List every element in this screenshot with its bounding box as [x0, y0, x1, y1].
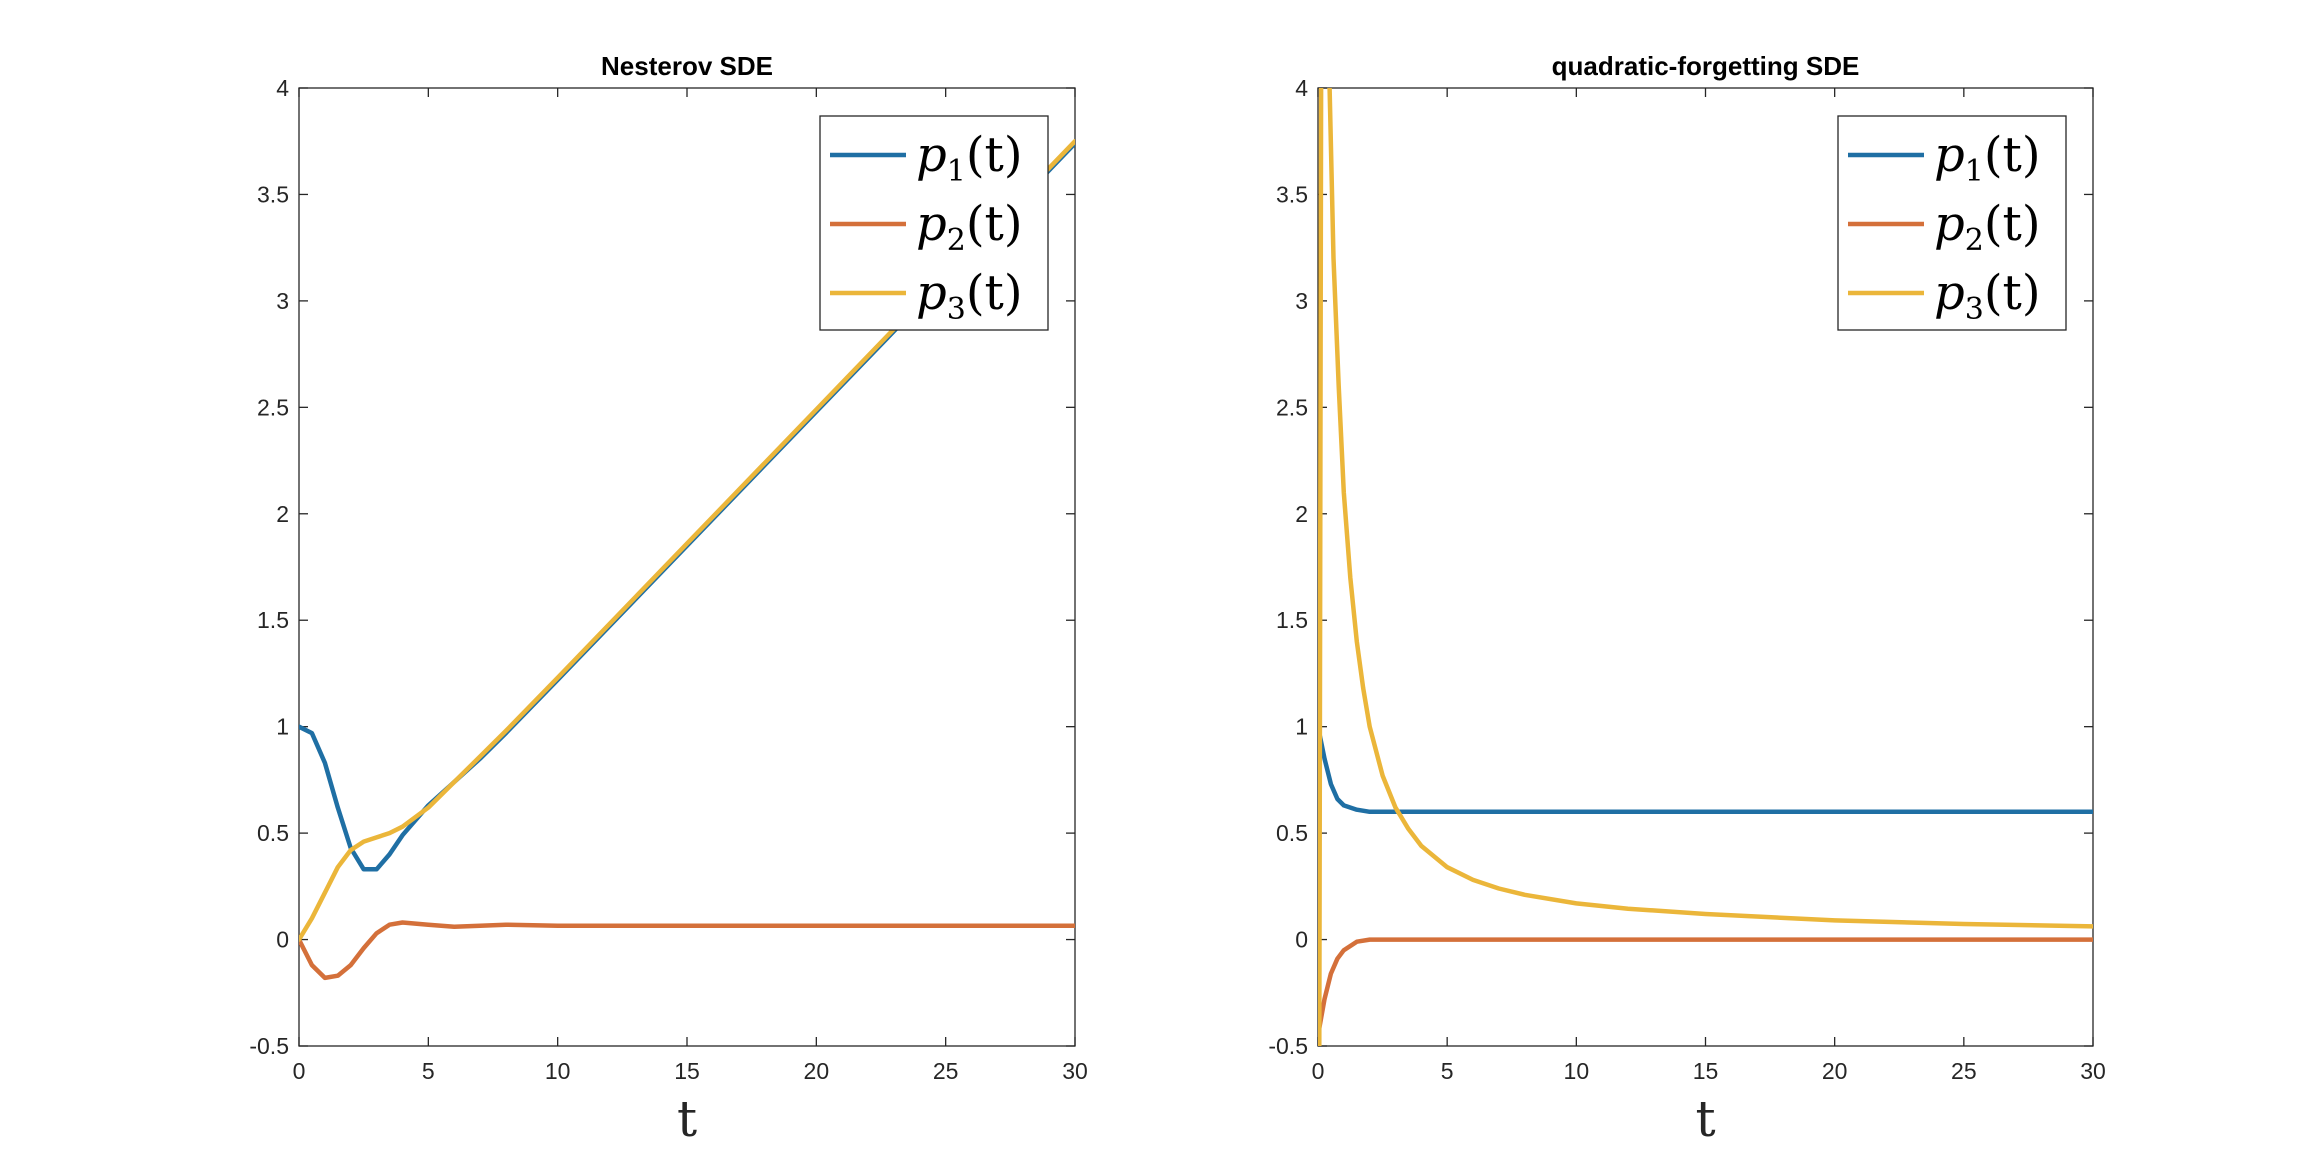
quadratic-legend-label-p1: p1(t)	[1934, 127, 2041, 189]
nesterov-y-tick-label: 2	[276, 501, 289, 527]
nesterov-chart-title: Nesterov SDE	[601, 51, 773, 81]
quadratic-series-line-p1	[1318, 724, 2093, 815]
quadratic-x-tick-label: 15	[1693, 1058, 1719, 1084]
quadratic-legend: p1(t) p2(t) p3(t)	[1837, 115, 2067, 331]
nesterov-y-tick-label: 0	[276, 927, 289, 953]
nesterov-y-tick-label: 1.5	[257, 607, 289, 633]
quadratic-legend-label-p3: p3(t)	[1934, 265, 2041, 327]
quadratic-series-line-p2	[1318, 937, 2093, 1038]
nesterov-legend-label-p1: p1(t)	[916, 127, 1023, 189]
nesterov-x-tick-label: 30	[1062, 1058, 1088, 1084]
quadratic-x-tick-label: 10	[1564, 1058, 1590, 1084]
quadratic-x-tick-label: 25	[1951, 1058, 1977, 1084]
quadratic-x-tick-label: 0	[1312, 1058, 1325, 1084]
nesterov-legend-label-p2: p2(t)	[916, 196, 1023, 258]
nesterov-legend-label-p3: p3(t)	[916, 265, 1023, 327]
nesterov-series-line-p3	[299, 138, 1075, 942]
nesterov-x-tick-label: 25	[933, 1058, 959, 1084]
quadratic-y-tick-label: -0.5	[1268, 1033, 1308, 1059]
nesterov-y-tick-label: -0.5	[249, 1033, 289, 1059]
quadratic-y-tick-label: 1.5	[1276, 607, 1308, 633]
nesterov-y-tick-label: 2.5	[257, 394, 289, 420]
quadratic-y-tick-label: 2	[1295, 501, 1308, 527]
quadratic-y-tick-label: 2.5	[1276, 394, 1308, 420]
quadratic-series-line-p3	[1318, 88, 2093, 1046]
quadratic-y-tick-label: 3.5	[1276, 181, 1308, 207]
quadratic-x-tick-label: 5	[1441, 1058, 1454, 1084]
quadratic-y-tick-label: 4	[1295, 75, 1308, 101]
quadratic-y-tick-label: 0.5	[1276, 820, 1308, 846]
quadratic-y-tick-label: 3	[1295, 288, 1308, 314]
nesterov-x-tick-label: 5	[422, 1058, 435, 1084]
quadratic-x-tick-label: 20	[1822, 1058, 1848, 1084]
quadratic-y-tick-label: 1	[1295, 714, 1308, 740]
quadratic-y-tick-label: 0	[1295, 927, 1308, 953]
nesterov-y-tick-label: 3.5	[257, 181, 289, 207]
quadratic-x-tick-label: 30	[2080, 1058, 2106, 1084]
nesterov-y-tick-label: 3	[276, 288, 289, 314]
nesterov-x-tick-label: 10	[545, 1058, 571, 1084]
nesterov-series-line-p2	[299, 920, 1075, 981]
nesterov-x-tick-label: 15	[674, 1058, 700, 1084]
quadratic-x-axis-label: t	[1695, 1090, 1715, 1148]
quadratic-chart-title: quadratic-forgetting SDE	[1552, 51, 1860, 81]
quadratic-legend-label-p2: p2(t)	[1934, 196, 2041, 258]
nesterov-x-tick-label: 0	[293, 1058, 306, 1084]
nesterov-y-tick-label: 4	[276, 75, 289, 101]
nesterov-sde-panel: 0 5 10 15 20 25 30-0.500.511.522.533.54Nestero…	[249, 51, 1087, 1148]
nesterov-y-tick-label: 1	[276, 714, 289, 740]
nesterov-x-tick-label: 20	[804, 1058, 830, 1084]
quadratic-forgetting-sde-panel: 0 5 10 15 20 25 30-0.500.511.522.533.54quadrat…	[1268, 51, 2106, 1148]
nesterov-y-tick-label: 0.5	[257, 820, 289, 846]
nesterov-x-axis-label: t	[677, 1090, 697, 1148]
nesterov-legend: p1(t) p2(t) p3(t)	[819, 115, 1049, 331]
